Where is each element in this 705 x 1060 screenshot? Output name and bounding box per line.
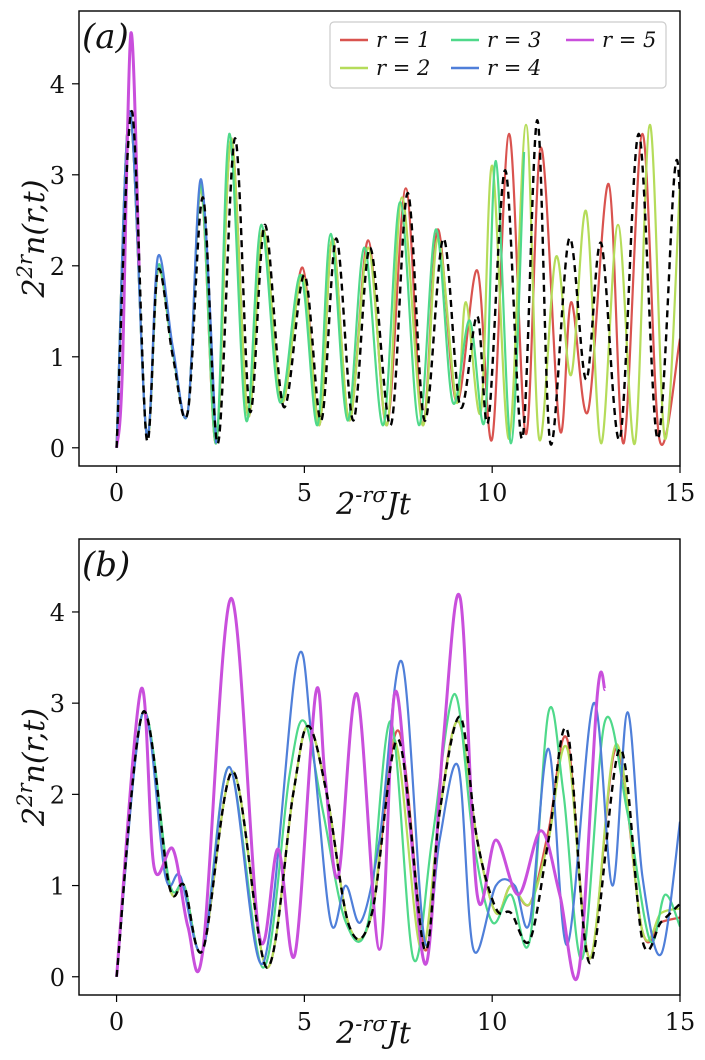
y-tick-label: 2 [50, 253, 65, 281]
series-line-r3 [115, 109, 526, 448]
plot-frame [78, 538, 681, 996]
panel-b: 0 5 10 15 0 1 2 3 4 2-rσ​Jt 22r​n(r,t) (b) [13, 538, 696, 1051]
x-axis-label: 2-rσ​Jt [335, 483, 412, 522]
plot-frame [78, 10, 681, 467]
legend-box [329, 21, 667, 89]
y-axis-label: 22r​n(r,t) [13, 708, 52, 827]
panel-label: (b) [82, 545, 130, 585]
series-line-r2 [115, 710, 680, 977]
legend-entry: r = 2 [376, 56, 430, 80]
x-tick-label: 5 [297, 479, 312, 507]
x-axis-label: 2-rσ​Jt [335, 1012, 412, 1051]
x-tick-label: 10 [477, 479, 508, 507]
y-tick-label: 0 [50, 435, 65, 463]
y-tick-label: 4 [50, 71, 65, 99]
legend-entry: r = 5 [602, 28, 656, 52]
x-tick-label: 0 [109, 1008, 124, 1036]
legend-entry: r = 1 [376, 28, 430, 52]
x-tick-label: 0 [109, 479, 124, 507]
x-tick-label: 5 [297, 1008, 312, 1036]
y-tick-label: 1 [50, 873, 65, 901]
series-line-r4 [115, 650, 680, 977]
series-line-r5 [115, 593, 607, 982]
y-tick-label: 3 [50, 162, 65, 190]
legend-entry: r = 3 [487, 28, 541, 52]
y-axis-label: 22r​n(r,t) [13, 180, 52, 299]
y-tick-label: 4 [50, 599, 65, 627]
x-tick-label: 15 [665, 1008, 696, 1036]
y-tick-label: 2 [50, 781, 65, 809]
y-tick-label: 0 [50, 964, 65, 992]
x-tick-label: 10 [477, 1008, 508, 1036]
series-line-reference [115, 109, 680, 448]
series-line-r5 [115, 31, 141, 448]
y-tick-label: 1 [50, 344, 65, 372]
series-line-r1 [115, 109, 680, 448]
y-tick-label: 3 [50, 690, 65, 718]
legend-entry: r = 4 [487, 56, 541, 80]
panel-label: (a) [82, 17, 129, 57]
series-line-reference [115, 710, 680, 977]
legend: r = 1 r = 2 r = 3 r = 4 r = 5 [329, 21, 667, 89]
x-tick-label: 15 [665, 479, 696, 507]
series-line-r4 [115, 109, 218, 448]
